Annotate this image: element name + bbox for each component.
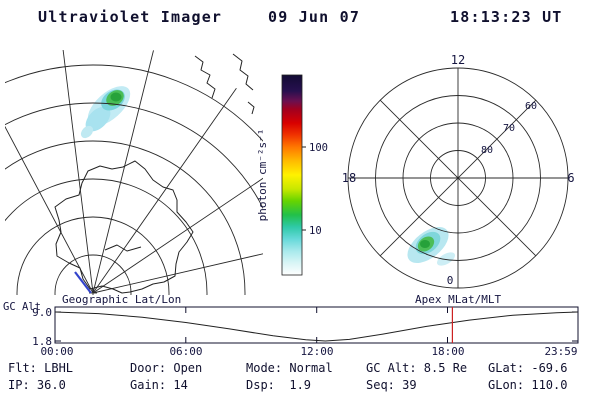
geographic-map-panel <box>5 50 263 295</box>
apex-mlt-panel: 12 18 6 0 60 70 80 <box>342 53 575 289</box>
geo-grid <box>5 50 263 295</box>
status-glat: GLat: -69.6 <box>488 361 568 375</box>
mlt-label-18: 18 <box>342 171 356 185</box>
strip-geo-label: Geographic Lat/Lon <box>62 293 181 306</box>
status-dsp: Dsp: 1.9 <box>246 378 312 392</box>
status-seq: Seq: 39 <box>366 378 417 392</box>
status-mode: Mode: Normal <box>246 361 333 375</box>
strip-xtick-1200: 12:00 <box>300 345 333 358</box>
ring-label-80: 80 <box>481 145 493 156</box>
status-flt: Flt: LBHL <box>8 361 74 375</box>
strip-ticks <box>54 307 579 343</box>
strip-apex-label: Apex MLat/MLT <box>415 293 501 306</box>
gc-alt-curve <box>54 311 578 342</box>
strip-y-axis-title: GC Alt <box>3 301 41 313</box>
orbit-track-segment <box>74 271 92 294</box>
strip-xtick-1800: 18:00 <box>431 345 464 358</box>
status-gain: Gain: 14 <box>130 378 188 392</box>
time-label: 18:13:23 UT <box>450 8 563 26</box>
mlt-grid <box>347 67 569 289</box>
colorbar-panel: 100 10 photon cm⁻²s⁻¹ <box>256 74 328 276</box>
auroral-emission-mlt <box>407 227 456 266</box>
strip-ytick-bottom: 1.8 <box>32 335 52 348</box>
gc-alt-strip-chart: Geographic Lat/Lon Apex MLat/MLT GC Alt … <box>3 293 579 358</box>
status-glon: GLon: 110.0 <box>488 378 568 392</box>
colorbar-units-label: photon cm⁻²s⁻¹ <box>256 129 269 222</box>
status-ip: IP: 36.0 <box>8 378 66 392</box>
colorbar-gradient-bar <box>281 74 303 276</box>
mlt-label-12: 12 <box>451 53 465 67</box>
colorbar-tick-label-10: 10 <box>309 225 322 237</box>
strip-xtick-0000: 00:00 <box>40 345 73 358</box>
date-label: 09 Jun 07 <box>268 8 361 26</box>
ring-label-60: 60 <box>525 101 537 112</box>
colorbar-tick-label-100: 100 <box>309 142 328 154</box>
auroral-emission-geo <box>80 86 131 139</box>
status-door: Door: Open <box>130 361 203 375</box>
mlt-label-6: 6 <box>567 171 574 185</box>
mlt-label-0: 0 <box>447 274 454 287</box>
strip-xtick-0600: 06:00 <box>169 345 202 358</box>
strip-xtick-2359: 23:59 <box>544 345 577 358</box>
ring-label-70: 70 <box>503 123 515 134</box>
status-gcalt: GC Alt: 8.5 Re <box>366 361 468 375</box>
app-title: Ultraviolet Imager <box>38 8 223 26</box>
strip-ytick-top: 9.0 <box>32 306 52 319</box>
antarctica-coastline <box>54 53 255 294</box>
